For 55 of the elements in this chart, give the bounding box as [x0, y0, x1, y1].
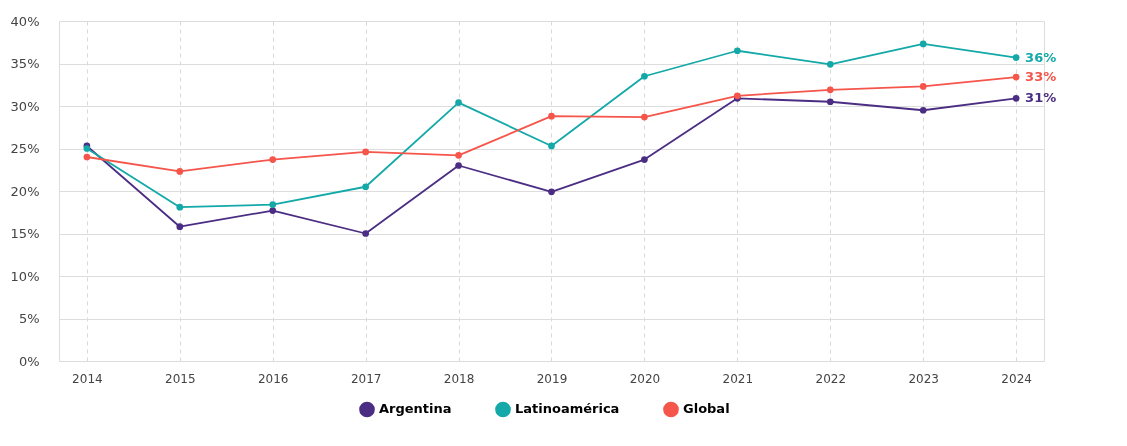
x-tick-label: 2016: [257, 371, 289, 386]
point: [362, 183, 369, 191]
point: [455, 99, 462, 106]
point: [826, 61, 834, 68]
point: [455, 151, 462, 159]
y-tick-label: 10%: [10, 268, 40, 284]
y-tick-label: 35%: [10, 56, 40, 71]
point: [548, 112, 555, 120]
point: [362, 230, 369, 237]
point: [734, 47, 741, 55]
point: [176, 223, 184, 231]
y-tick-label: 0%: [18, 353, 40, 369]
point: [548, 142, 555, 150]
y-tick-label: 15%: [10, 226, 40, 241]
y-tick-label: 25%: [10, 141, 40, 156]
point: [826, 86, 834, 94]
x-tick-label: 2020: [629, 371, 661, 386]
point: [176, 203, 184, 211]
point: [269, 207, 277, 214]
point: [919, 40, 927, 48]
point: [1012, 73, 1020, 81]
point: [641, 156, 648, 163]
point: [1012, 54, 1020, 61]
x-tick-label: 2019: [536, 371, 568, 386]
x-tick-label: 2017: [350, 371, 382, 386]
point: [641, 72, 648, 80]
x-tick-label: 2014: [72, 371, 103, 386]
legend-label: Argentina: [379, 401, 452, 417]
y-tick-label: 40%: [10, 13, 40, 29]
point: [1012, 95, 1020, 102]
data-label: 31%: [1025, 90, 1057, 106]
x-tick-label: 2021: [722, 371, 754, 386]
point: [362, 148, 369, 156]
y-tick-label: 30%: [10, 98, 40, 114]
point: [919, 83, 927, 90]
x-tick-label: 2018: [443, 371, 475, 386]
point: [269, 156, 277, 163]
x-tick-label: 2022: [815, 371, 847, 386]
x-tick-label: 2024: [1001, 371, 1032, 386]
y-tick-label: 5%: [18, 311, 40, 326]
point: [455, 162, 462, 169]
legend-label: Latinoamérica: [515, 401, 620, 417]
y-tick-label: 20%: [10, 183, 40, 199]
point: [269, 201, 277, 208]
x-tick-label: 2023: [908, 371, 939, 386]
point: [826, 98, 834, 106]
point: [83, 153, 91, 161]
legend-label: Global: [683, 401, 730, 417]
point: [176, 168, 184, 175]
point: [548, 188, 555, 196]
data-label: 36%: [1025, 49, 1057, 65]
x-tick-label: 2015: [165, 371, 196, 386]
point: [919, 106, 927, 114]
point: [641, 113, 648, 121]
data-label: 33%: [1025, 69, 1057, 85]
